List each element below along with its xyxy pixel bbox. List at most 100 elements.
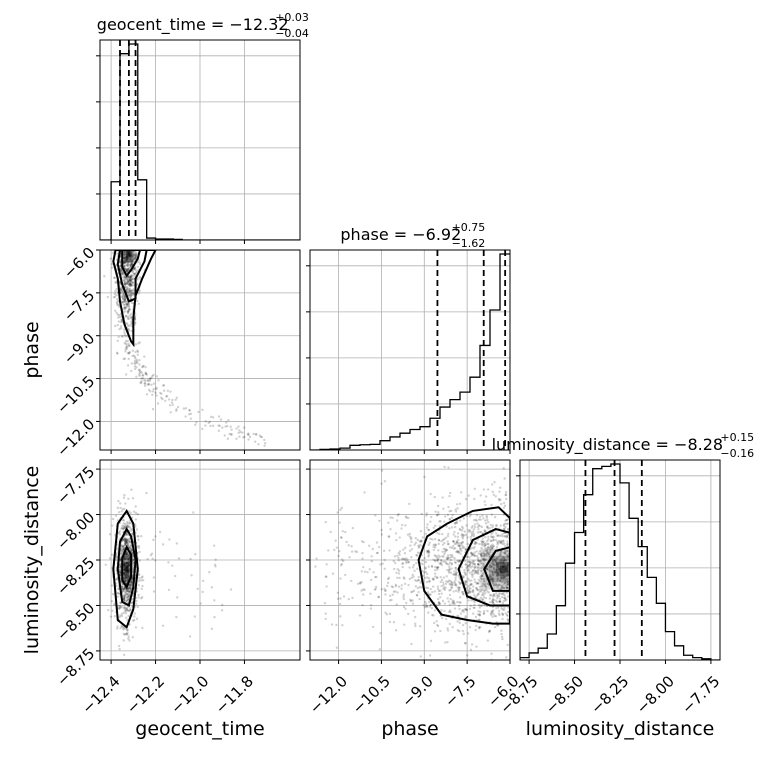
scatter-point xyxy=(468,560,471,563)
scatter-point xyxy=(478,542,481,546)
density-cell xyxy=(495,561,510,577)
scatter-point xyxy=(130,580,134,584)
scatter-point xyxy=(498,541,502,544)
scatter-point xyxy=(486,488,490,491)
scatter-point xyxy=(469,587,472,590)
scatter-point xyxy=(126,339,129,343)
scatter-point xyxy=(126,566,129,569)
scatter-point xyxy=(123,256,126,259)
scatter-point xyxy=(129,275,133,278)
scatter-point xyxy=(456,600,459,604)
scatter-point xyxy=(127,594,131,598)
scatter-point xyxy=(483,530,487,533)
scatter-point xyxy=(124,562,127,565)
scatter-point xyxy=(480,566,483,570)
scatter-point xyxy=(475,542,478,545)
scatter-point xyxy=(122,546,125,549)
scatter-point xyxy=(123,633,126,636)
scatter-point xyxy=(458,550,461,553)
scatter-point xyxy=(126,569,129,572)
scatter-point xyxy=(461,592,465,596)
scatter-point xyxy=(433,554,437,557)
scatter-point xyxy=(481,562,484,565)
scatter-point xyxy=(128,289,132,293)
panel-2d-luminosity_distance-vs-geocent_time: −12.4 −12.2 −12.0 −11.8−8.75−8.50−8.25−8.00… xyxy=(53,459,301,717)
scatter-point xyxy=(121,550,124,554)
scatter-point xyxy=(340,506,343,510)
scatter-point xyxy=(403,623,406,626)
scatter-point xyxy=(496,534,499,538)
scatter-point xyxy=(397,551,400,555)
scatter-point xyxy=(123,303,126,307)
scatter-point xyxy=(396,519,399,522)
scatter-point xyxy=(475,582,478,585)
scatter-point xyxy=(123,298,126,302)
scatter-point xyxy=(475,587,478,590)
scatter-point xyxy=(128,324,132,327)
scatter-point xyxy=(459,548,462,551)
scatter-point xyxy=(124,268,128,271)
title-main-phase: phase = −6.92 xyxy=(340,225,461,244)
scatter-point xyxy=(486,548,489,551)
scatter-point xyxy=(454,535,457,538)
scatter-point xyxy=(447,600,450,603)
scatter-point xyxy=(124,616,128,619)
scatter-point xyxy=(124,541,128,545)
density-cell xyxy=(126,251,132,258)
scatter-point xyxy=(396,554,399,558)
scatter-point xyxy=(468,571,471,575)
scatter-point xyxy=(129,293,132,296)
scatter-point xyxy=(391,585,395,589)
scatter-point xyxy=(447,556,451,559)
scatter-point xyxy=(123,333,127,336)
scatter-point xyxy=(127,267,130,271)
scatter-point xyxy=(464,583,468,586)
scatter-point xyxy=(121,527,124,531)
scatter-point xyxy=(143,382,146,385)
scatter-point xyxy=(438,602,441,605)
scatter-point xyxy=(502,558,506,562)
scatter-point xyxy=(126,561,129,564)
scatter-point xyxy=(119,563,122,566)
scatter-point xyxy=(135,253,139,256)
scatter-point xyxy=(443,551,447,554)
scatter-point xyxy=(124,502,127,505)
scatter-point xyxy=(500,607,503,610)
density-cell xyxy=(488,555,510,583)
scatter-point xyxy=(126,264,129,268)
scatter-point xyxy=(492,563,495,566)
scatter-point xyxy=(130,251,133,255)
scatter-point xyxy=(124,593,128,596)
scatter-point xyxy=(495,524,498,528)
scatter-point xyxy=(410,590,413,594)
scatter-point xyxy=(241,431,244,434)
scatter-point xyxy=(123,594,127,598)
scatter-point xyxy=(448,494,451,498)
scatter-point xyxy=(123,283,127,286)
scatter-point xyxy=(151,407,155,411)
scatter-point xyxy=(122,598,126,602)
scatter-point xyxy=(124,298,127,302)
scatter-point xyxy=(441,538,445,542)
scatter-point xyxy=(501,612,505,616)
scatter-point xyxy=(482,572,485,575)
scatter-point xyxy=(411,602,415,605)
scatter-point xyxy=(116,323,119,327)
scatter-point xyxy=(125,263,128,267)
scatter-point xyxy=(403,558,406,561)
scatter-point xyxy=(126,311,130,315)
scatter-point xyxy=(127,309,130,312)
scatter-point xyxy=(385,613,389,616)
scatter-point xyxy=(410,555,413,559)
scatter-point xyxy=(491,543,494,546)
scatter-point xyxy=(465,566,468,570)
scatter-point xyxy=(446,556,450,560)
scatter-point xyxy=(424,576,427,580)
scatter-point xyxy=(379,632,382,635)
scatter-point xyxy=(131,562,135,565)
scatter-point xyxy=(128,289,131,293)
scatter-point xyxy=(435,514,439,517)
scatter-point xyxy=(469,551,473,555)
scatter-point xyxy=(162,384,166,387)
scatter-point xyxy=(506,555,509,559)
